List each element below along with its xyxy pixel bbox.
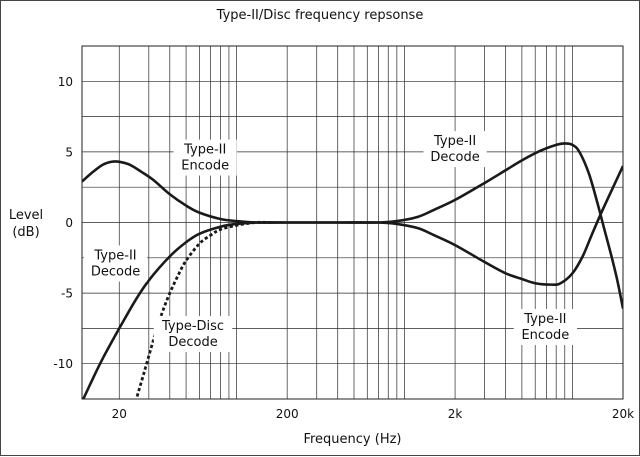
series-line-1 [82,142,623,309]
annotation-background [173,139,237,176]
series-line-3 [134,220,271,399]
annotation-label: Encode [181,159,229,174]
y-axis-label-line-1: Level [8,208,44,223]
y-tick-label: 5 [65,145,73,159]
y-tick-label: 10 [58,75,73,89]
x-tick-label: 20k [612,407,634,421]
plot-border [81,45,624,400]
series-line-2 [82,165,623,399]
annotation-label: Type-II [183,143,226,158]
y-axis-label: Level (dB) [7,207,45,241]
x-axis-label: Frequency (Hz) [303,432,402,447]
annotation-label: Type-II [433,134,476,149]
x-tick-label: 2k [448,407,463,421]
annotation-background [153,316,233,353]
annotation-label: Decode [430,150,479,165]
annotation-background [83,245,148,282]
annotation-label: Decode [91,264,140,279]
annotation-label: Type-II [93,248,136,263]
y-tick-label: -5 [61,287,73,301]
annotation-label: Encode [521,328,569,343]
annotation-label: Decode [168,335,217,350]
x-tick-label: 200 [276,407,299,421]
x-tick-label: 20 [112,407,127,421]
y-tick-label: 0 [65,216,73,230]
annotation-background [423,131,487,168]
chart-title: Type-II/Disc frequency repsonse [216,8,424,23]
y-tick-label: -10 [53,357,73,371]
y-axis-label-line-2: (dB) [12,225,40,240]
annotation-label: Type-II [523,312,566,327]
annotation-background [513,308,577,345]
annotation-label: Type-Disc [161,319,224,334]
